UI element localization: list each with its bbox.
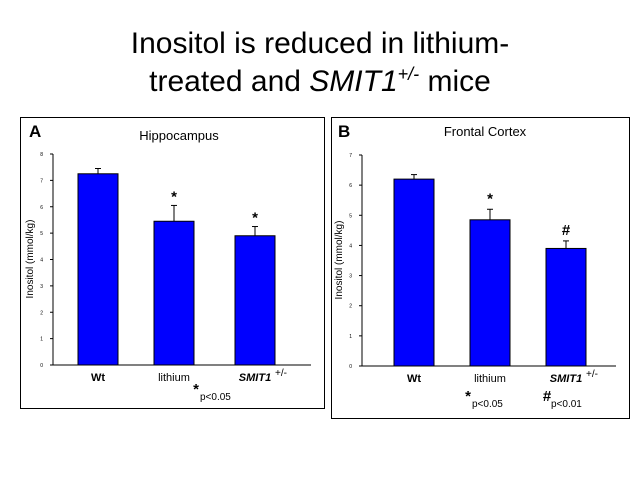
- y-tick-label: 3: [40, 284, 43, 290]
- note-symbol: *: [193, 381, 199, 398]
- category-label: Wt: [407, 373, 421, 385]
- bar: [153, 220, 195, 366]
- title-gene-sup: +/-: [397, 64, 420, 84]
- note-symbol: *: [465, 388, 471, 405]
- note-text: p<0.05: [200, 392, 231, 403]
- bar: [393, 178, 435, 367]
- note-text: p<0.05: [472, 399, 503, 410]
- chart-panel-frontal-cortex: B Frontal Cortex Inositol (mmol/kg) 0 1 2 3 4 5 6…: [331, 117, 630, 419]
- significance-marker: *: [252, 210, 258, 227]
- y-tick-label: 0: [40, 363, 43, 369]
- significance-marker: *: [487, 190, 493, 207]
- slide-title-line1: Inositol is reduced in lithium-: [130, 27, 510, 60]
- category-label: lithium: [474, 373, 506, 385]
- chart-title: Hippocampus: [139, 128, 219, 143]
- chart-title: Frontal Cortex: [444, 124, 527, 139]
- y-axis-label: Inositol (mmol/kg): [334, 221, 345, 300]
- y-tick-label: 5: [40, 231, 43, 237]
- category-superscript: +/-: [275, 368, 287, 379]
- y-tick-label: 4: [40, 258, 43, 264]
- y-tick-label: 6: [40, 205, 43, 211]
- chart-frontal-cortex: B Frontal Cortex Inositol (mmol/kg) 0 1 2 3 4 5 6…: [334, 122, 616, 410]
- chart-hippocampus: A Hippocampus Inositol (mmol/kg) 0 1 2 3 4 5 6 7 8 W…: [25, 122, 311, 403]
- category-label: SMIT1: [239, 372, 271, 384]
- y-tick-label: 1: [349, 334, 352, 340]
- category-label: SMIT1: [550, 373, 582, 385]
- y-axis-label: Inositol (mmol/kg): [25, 220, 36, 299]
- title-text: treated and: [149, 65, 310, 98]
- y-tick-label: 4: [349, 243, 352, 249]
- y-tick-label: 8: [40, 152, 43, 158]
- y-tick-label: 7: [349, 153, 352, 159]
- y-tick-label: 6: [349, 183, 352, 189]
- panel-label: A: [29, 122, 41, 141]
- y-tick-label: 2: [349, 304, 352, 310]
- title-suffix: mice: [419, 65, 491, 98]
- panel-label: B: [338, 122, 350, 141]
- significance-marker: *: [171, 188, 177, 205]
- bar: [469, 219, 511, 367]
- bar: [77, 173, 119, 366]
- bar: [234, 235, 276, 366]
- category-label: Wt: [91, 372, 105, 384]
- note-text: p<0.01: [551, 399, 582, 410]
- significance-marker: #: [562, 222, 571, 239]
- y-tick-label: 7: [40, 178, 43, 184]
- y-tick-label: 1: [40, 337, 43, 343]
- y-tick-label: 2: [40, 310, 43, 316]
- bar: [545, 247, 587, 367]
- category-superscript: +/-: [586, 369, 598, 380]
- slide-title-line2: treated and SMIT1+/- mice: [0, 64, 640, 100]
- title-gene: SMIT1: [309, 65, 398, 98]
- y-tick-label: 0: [349, 364, 352, 370]
- y-tick-label: 3: [349, 274, 352, 280]
- note-symbol: #: [543, 388, 552, 405]
- y-tick-label: 5: [349, 213, 352, 219]
- chart-panel-hippocampus: A Hippocampus Inositol (mmol/kg) 0 1 2 3 4 5 6 7 8 W…: [20, 117, 325, 409]
- category-label: lithium: [158, 372, 190, 384]
